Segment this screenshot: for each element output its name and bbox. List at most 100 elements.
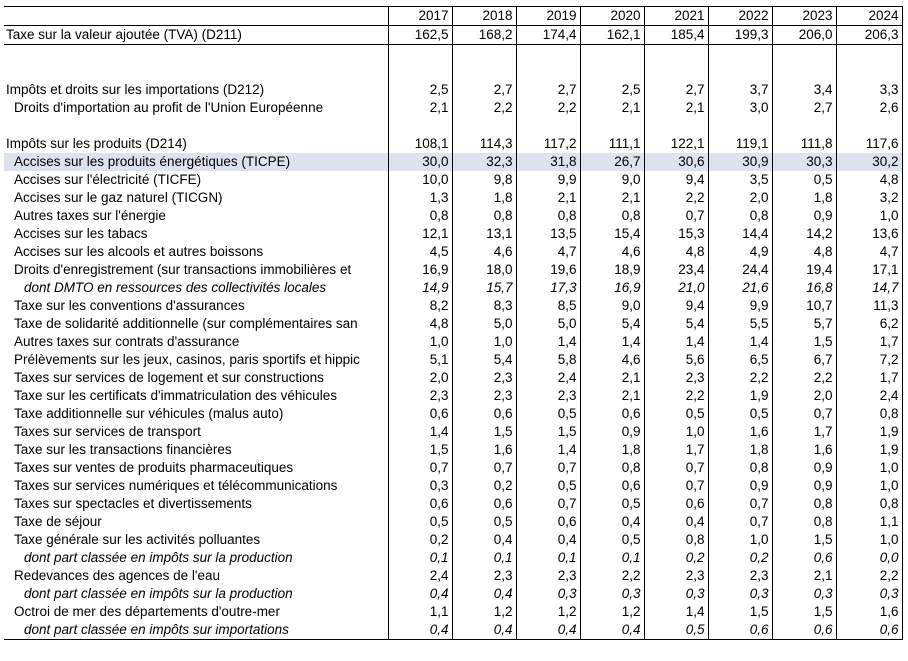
- value-cell[interactable]: 2,5: [388, 81, 453, 99]
- value-cell[interactable]: 1,5: [772, 531, 837, 549]
- value-cell[interactable]: 5,6: [644, 351, 709, 369]
- value-cell[interactable]: 0,8: [836, 495, 903, 513]
- row-label-cell[interactable]: Taxes sur spectacles et divertissements: [4, 495, 389, 513]
- value-cell[interactable]: 0,4: [388, 585, 453, 603]
- row-label-cell[interactable]: Autres taxes sur contrats d'assurance: [4, 333, 389, 351]
- value-cell[interactable]: 0,5: [580, 495, 645, 513]
- value-cell[interactable]: 19,4: [772, 261, 837, 279]
- value-cell[interactable]: 3,7: [708, 81, 773, 99]
- row-label-cell[interactable]: Taxe de solidarité additionnelle (sur co…: [4, 315, 389, 333]
- value-cell[interactable]: 0,7: [516, 459, 581, 477]
- year-header-cell[interactable]: 2017: [388, 6, 453, 26]
- value-cell[interactable]: 15,4: [580, 225, 645, 243]
- value-cell[interactable]: [772, 63, 837, 81]
- value-cell[interactable]: 0,6: [516, 513, 581, 531]
- value-cell[interactable]: 7,2: [836, 351, 903, 369]
- value-cell[interactable]: 14,4: [708, 225, 773, 243]
- value-cell[interactable]: 3,3: [836, 81, 903, 99]
- value-cell[interactable]: 16,9: [388, 261, 453, 279]
- value-cell[interactable]: 1,5: [772, 333, 837, 351]
- row-label-cell[interactable]: Taxe additionnelle sur véhicules (malus …: [4, 405, 389, 423]
- value-cell[interactable]: 14,7: [836, 279, 903, 297]
- value-cell[interactable]: 2,1: [580, 189, 645, 207]
- value-cell[interactable]: 2,3: [452, 369, 517, 387]
- value-cell[interactable]: 5,5: [708, 315, 773, 333]
- value-cell[interactable]: 2,3: [516, 567, 581, 585]
- row-label-cell[interactable]: [4, 44, 389, 63]
- value-cell[interactable]: [644, 117, 709, 135]
- value-cell[interactable]: 2,3: [388, 387, 453, 405]
- value-cell[interactable]: 1,5: [452, 423, 517, 441]
- value-cell[interactable]: 117,6: [836, 135, 903, 153]
- year-header-cell[interactable]: 2021: [644, 6, 709, 26]
- row-label-cell[interactable]: Prélèvements sur les jeux, casinos, pari…: [4, 351, 389, 369]
- value-cell[interactable]: 0,2: [388, 531, 453, 549]
- value-cell[interactable]: 2,7: [452, 81, 517, 99]
- value-cell[interactable]: 1,1: [836, 513, 903, 531]
- value-cell[interactable]: 0,8: [708, 459, 773, 477]
- value-cell[interactable]: 0,8: [516, 207, 581, 225]
- value-cell[interactable]: 0,8: [772, 495, 837, 513]
- value-cell[interactable]: 162,5: [388, 25, 453, 45]
- value-cell[interactable]: 5,0: [452, 315, 517, 333]
- value-cell[interactable]: 30,2: [836, 153, 903, 171]
- value-cell[interactable]: 0,9: [580, 423, 645, 441]
- row-label-cell[interactable]: Droits d'enregistrement (sur transaction…: [4, 261, 389, 279]
- value-cell[interactable]: 2,4: [836, 387, 903, 405]
- value-cell[interactable]: 4,8: [388, 315, 453, 333]
- value-cell[interactable]: 0,0: [836, 549, 903, 567]
- row-label-cell[interactable]: Redevances des agences de l'eau: [4, 567, 389, 585]
- value-cell[interactable]: 21,6: [708, 279, 773, 297]
- value-cell[interactable]: 1,4: [644, 333, 709, 351]
- value-cell[interactable]: [708, 63, 773, 81]
- value-cell[interactable]: 1,6: [772, 441, 837, 459]
- value-cell[interactable]: 4,8: [772, 243, 837, 261]
- row-label-cell[interactable]: Taxe générale sur les activités polluant…: [4, 531, 389, 549]
- value-cell[interactable]: 0,6: [452, 495, 517, 513]
- value-cell[interactable]: 0,3: [644, 585, 709, 603]
- value-cell[interactable]: 2,4: [388, 567, 453, 585]
- value-cell[interactable]: 9,4: [644, 171, 709, 189]
- value-cell[interactable]: 1,6: [708, 423, 773, 441]
- value-cell[interactable]: 0,2: [644, 549, 709, 567]
- value-cell[interactable]: 2,2: [708, 369, 773, 387]
- value-cell[interactable]: 1,0: [836, 207, 903, 225]
- value-cell[interactable]: 18,9: [580, 261, 645, 279]
- value-cell[interactable]: 0,5: [580, 531, 645, 549]
- value-cell[interactable]: 0,3: [388, 477, 453, 495]
- year-header-cell[interactable]: 2019: [516, 6, 581, 26]
- value-cell[interactable]: 0,7: [644, 477, 709, 495]
- value-cell[interactable]: 9,4: [644, 297, 709, 315]
- row-label-cell[interactable]: Octroi de mer des départements d'outre-m…: [4, 603, 389, 621]
- value-cell[interactable]: 12,1: [388, 225, 453, 243]
- value-cell[interactable]: 0,6: [452, 405, 517, 423]
- value-cell[interactable]: 0,8: [836, 405, 903, 423]
- value-cell[interactable]: 1,5: [388, 441, 453, 459]
- value-cell[interactable]: 2,5: [580, 81, 645, 99]
- value-cell[interactable]: 114,3: [452, 135, 517, 153]
- value-cell[interactable]: 108,1: [388, 135, 453, 153]
- row-label-cell[interactable]: Taxe sur les conventions d'assurances: [4, 297, 389, 315]
- value-cell[interactable]: [516, 44, 581, 63]
- value-cell[interactable]: 2,3: [452, 567, 517, 585]
- value-cell[interactable]: 0,2: [452, 477, 517, 495]
- value-cell[interactable]: 206,3: [836, 25, 903, 45]
- value-cell[interactable]: 2,1: [644, 99, 709, 117]
- value-cell[interactable]: [836, 117, 903, 135]
- value-cell[interactable]: 2,2: [516, 99, 581, 117]
- value-cell[interactable]: 15,3: [644, 225, 709, 243]
- value-cell[interactable]: 1,4: [644, 603, 709, 621]
- value-cell[interactable]: 4,6: [580, 243, 645, 261]
- value-cell[interactable]: 0,5: [772, 171, 837, 189]
- value-cell[interactable]: [644, 63, 709, 81]
- value-cell[interactable]: 31,8: [516, 153, 581, 171]
- value-cell[interactable]: 0,7: [708, 513, 773, 531]
- value-cell[interactable]: 5,4: [580, 315, 645, 333]
- value-cell[interactable]: 14,2: [772, 225, 837, 243]
- value-cell[interactable]: 0,9: [772, 477, 837, 495]
- value-cell[interactable]: 30,9: [708, 153, 773, 171]
- value-cell[interactable]: 3,0: [708, 99, 773, 117]
- year-header-cell[interactable]: 2022: [708, 6, 773, 26]
- value-cell[interactable]: 162,1: [580, 25, 645, 45]
- value-cell[interactable]: 1,0: [836, 531, 903, 549]
